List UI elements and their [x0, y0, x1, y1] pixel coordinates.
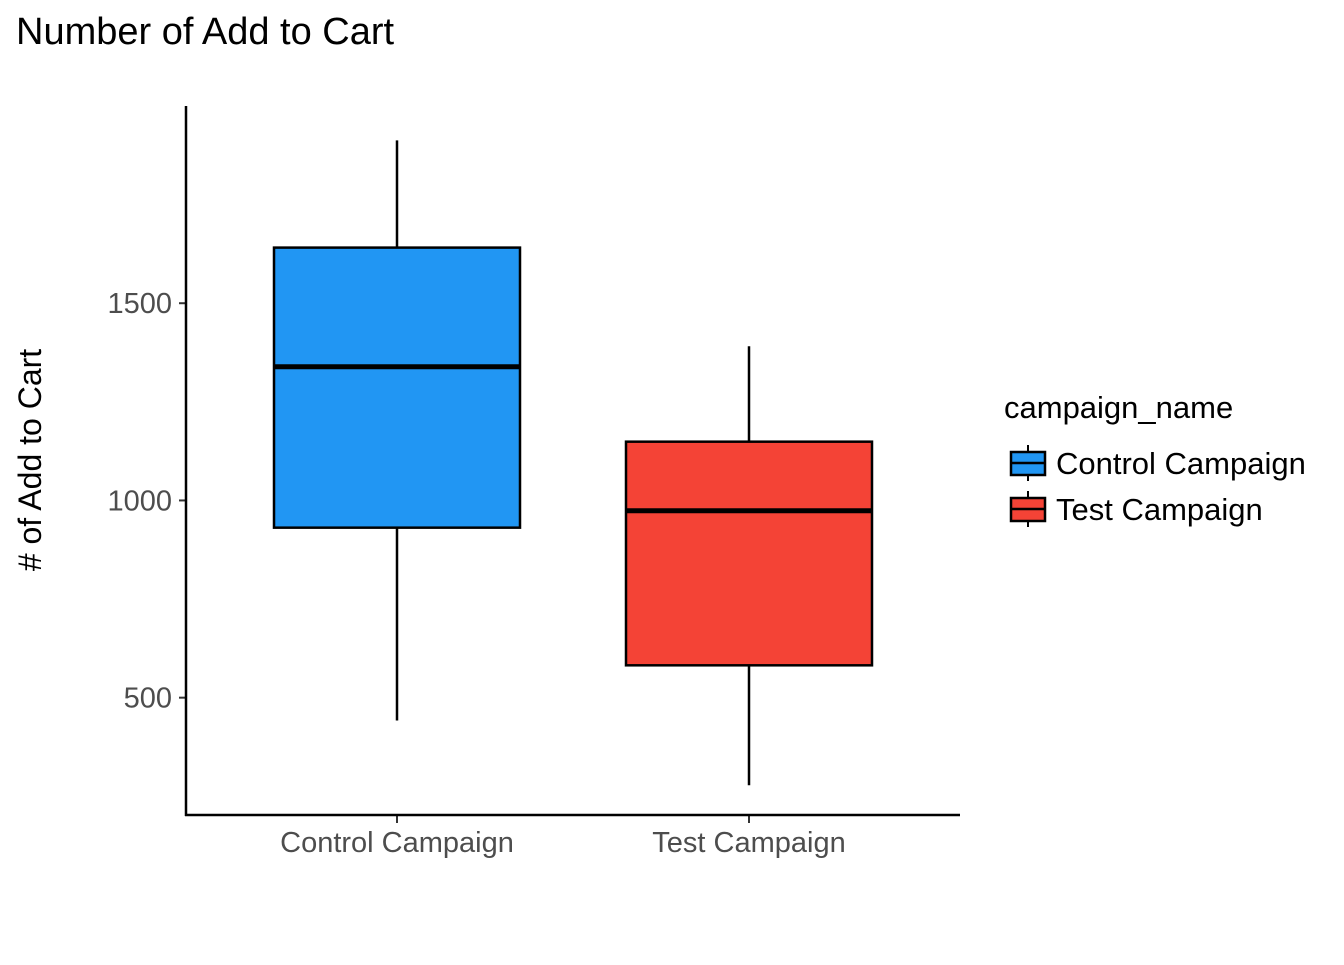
iqr-box	[624, 440, 874, 667]
plot-area: 500 1000 1500 Control Campaign Test Campaign	[107, 140, 874, 859]
y-tick-label: 1500	[107, 288, 172, 320]
legend-item-test-campaign: Test Campaign	[1009, 491, 1263, 527]
iqr-box	[272, 246, 522, 529]
y-axis-label: # of Add to Cart	[12, 349, 48, 571]
chart-title: Number of Add to Cart	[16, 11, 395, 53]
x-tick-label: Test Campaign	[652, 827, 845, 859]
y-tick-label: 1000	[107, 485, 172, 517]
box-control-campaign	[272, 140, 522, 721]
y-tick-label: 500	[124, 683, 172, 715]
legend-label: Control Campaign	[1056, 446, 1306, 481]
legend-label: Test Campaign	[1056, 492, 1263, 527]
legend-item-control-campaign: Control Campaign	[1009, 445, 1306, 481]
legend-title: campaign_name	[1004, 390, 1233, 425]
box-test-campaign	[624, 346, 874, 786]
legend: campaign_name Control Campaign Test Campa…	[1004, 390, 1306, 527]
x-tick-label: Control Campaign	[280, 827, 514, 859]
